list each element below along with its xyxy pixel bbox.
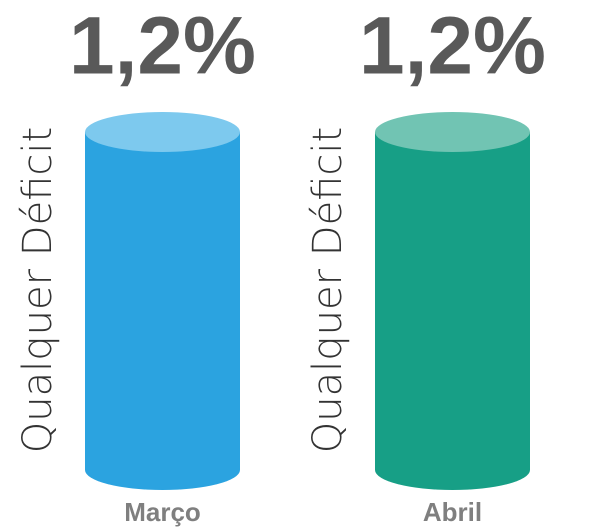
category-label: Março	[124, 497, 201, 527]
series-label: Qualquer Déficit	[15, 127, 61, 453]
value-label: 1,2%	[359, 1, 546, 92]
cylinder-body	[85, 132, 240, 490]
cylinder	[85, 112, 240, 490]
cylinder-top	[375, 112, 530, 152]
cylinder	[375, 112, 530, 490]
category-label: Abril	[423, 497, 482, 527]
series-label: Qualquer Déficit	[305, 127, 351, 453]
cylinder-body	[375, 132, 530, 490]
value-label: 1,2%	[69, 1, 256, 92]
cylinder-top	[85, 112, 240, 152]
